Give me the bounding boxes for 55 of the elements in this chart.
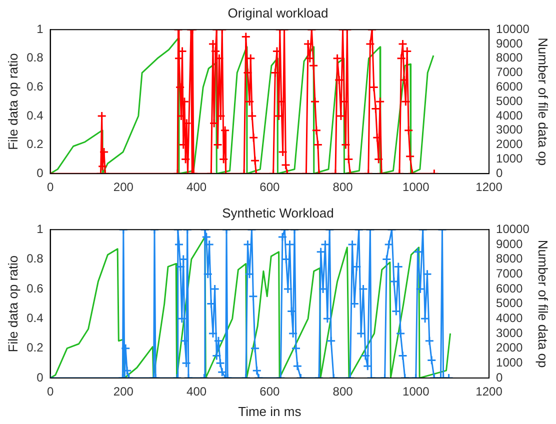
x-tick-label: 1000 [402,384,430,399]
y-axis-title: File data op ratio [5,255,20,352]
x-tick-label: 1200 [476,180,503,194]
y2-tick-label: 3000 [496,326,524,340]
y-tick-label: 0.2 [26,137,44,152]
y2-tick-label: 8000 [496,50,524,65]
x-axis-title: Time in ms [238,404,302,419]
y2-tick-label: 2000 [496,340,524,355]
y2-tick-label: 8000 [496,252,524,266]
y2-tick-label: 10000 [496,222,530,236]
x-tick-label: 0 [46,384,54,399]
y2-tick-label: 6000 [496,281,524,296]
y-tick-label: 1 [36,22,44,36]
y2-tick-label: 9000 [496,36,524,50]
y2-tick-label: 0 [496,370,504,384]
y2-tick-label: 6000 [496,80,524,94]
y-tick-label: 0.2 [26,340,44,355]
x-tick-label: 800 [332,180,354,194]
y-tick-label: 0.6 [26,281,44,296]
y2-tick-label: 5000 [496,296,524,310]
y2-tick-label: 4000 [496,108,524,122]
y-tick-label: 1 [36,222,44,236]
x-tick-label: 0 [46,180,54,194]
y2-tick-label: 9000 [496,236,524,251]
y2-axis-title: Number of file data op [536,38,551,166]
y2-tick-label: 5000 [496,94,524,108]
x-tick-label: 600 [260,384,280,399]
y2-tick-label: 3000 [496,122,524,137]
x-tick-label: 1000 [402,180,430,194]
chart-title: Original workload [228,5,328,20]
y-tick-label: 0.4 [26,108,44,122]
chart-title: Synthetic Workload [222,205,334,220]
y2-axis-title: Number of file data op [536,240,551,368]
y-tick-label: 0 [36,370,44,384]
x-tick-label: 600 [260,180,280,194]
y-tick-label: 0.6 [26,80,44,94]
y2-tick-label: 0 [496,166,504,180]
x-tick-label: 400 [186,384,207,399]
x-tick-label: 1200 [476,384,503,399]
x-tick-label: 400 [186,180,207,194]
y-tick-label: 0.8 [26,252,44,266]
y-axis-title: File data op ratio [5,53,20,150]
y2-tick-label: 1000 [496,355,524,370]
x-tick-label: 200 [113,384,134,399]
y2-tick-label: 7000 [496,65,524,80]
x-tick-label: 800 [332,384,354,399]
y-tick-label: 0.8 [26,50,44,65]
x-tick-label: 200 [113,180,134,194]
y2-tick-label: 7000 [496,266,524,280]
y-tick-label: 0 [36,166,44,180]
y-tick-label: 0.4 [26,310,44,325]
y2-tick-label: 4000 [496,310,524,325]
y2-tick-label: 1000 [496,152,524,166]
y2-tick-label: 10000 [496,22,530,36]
y2-tick-label: 2000 [496,137,524,152]
